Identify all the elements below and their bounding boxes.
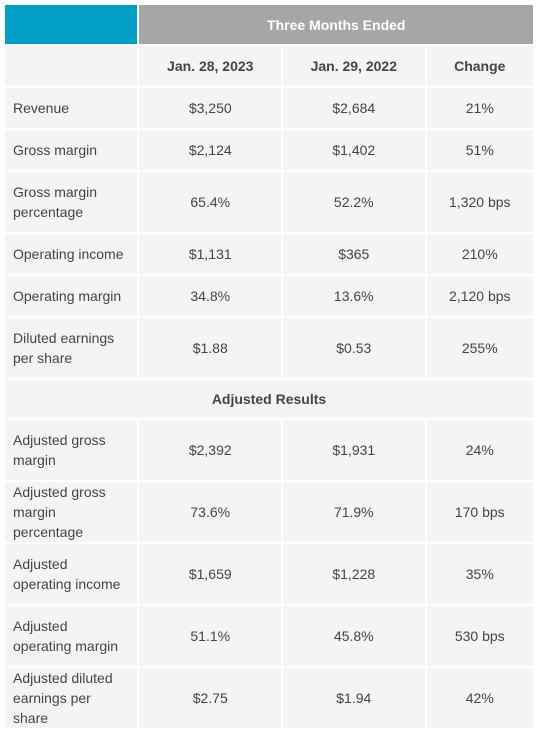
table-row: Operating margin 34.8% 13.6% 2,120 bps: [5, 276, 533, 316]
value-cell: $2.75: [139, 668, 282, 728]
value-cell: $1.88: [139, 318, 282, 378]
value-cell: $1.94: [283, 668, 425, 728]
value-cell: $3,250: [139, 88, 282, 128]
value-cell: 42%: [426, 668, 533, 728]
table-row: Adjusted gross margin $2,392 $1,931 24%: [5, 420, 533, 480]
value-cell: 210%: [426, 234, 533, 274]
value-cell: $1,659: [139, 544, 282, 604]
value-cell: $365: [283, 234, 425, 274]
table-row: Adjusted gross margin percentage 73.6% 71.…: [5, 482, 533, 542]
value-cell: $2,124: [139, 130, 282, 170]
table-body: Three Months Ended Jan. 28, 2023 Jan. 29, …: [5, 5, 533, 728]
value-cell: $1,931: [283, 420, 425, 480]
group-header: Three Months Ended: [139, 5, 533, 44]
table-row: Adjusted operating income $1,659 $1,228 35%: [5, 544, 533, 604]
results-table: Three Months Ended Jan. 28, 2023 Jan. 29, …: [3, 3, 535, 730]
value-cell: 51.1%: [139, 606, 282, 666]
page: {"table": { "group_header": "Three Month…: [0, 3, 538, 742]
value-cell: $1,228: [283, 544, 425, 604]
row-label: Gross margin percentage: [5, 172, 138, 232]
value-cell: 35%: [426, 544, 533, 604]
table-row: Three Months Ended: [5, 5, 533, 44]
value-cell: 21%: [426, 88, 533, 128]
value-cell: 255%: [426, 318, 533, 378]
value-cell: 2,120 bps: [426, 276, 533, 316]
value-cell: $1,131: [139, 234, 282, 274]
table-row: Adjusted Results: [5, 380, 533, 418]
table-row: Jan. 28, 2023 Jan. 29, 2022 Change: [5, 46, 533, 86]
value-cell: 52.2%: [283, 172, 425, 232]
row-label: Adjusted operating margin: [5, 606, 138, 666]
value-cell: $1,402: [283, 130, 425, 170]
table-row: Revenue $3,250 $2,684 21%: [5, 88, 533, 128]
value-cell: $0.53: [283, 318, 425, 378]
value-cell: 34.8%: [139, 276, 282, 316]
value-cell: 13.6%: [283, 276, 425, 316]
value-cell: 170 bps: [426, 482, 533, 542]
row-label: Operating margin: [5, 276, 138, 316]
row-label: Adjusted diluted earnings per share: [5, 668, 138, 728]
row-label: Adjusted operating income: [5, 544, 138, 604]
column-header: Change: [426, 46, 533, 86]
blank-cell: [5, 46, 138, 86]
row-label: Revenue: [5, 88, 138, 128]
table-row: Gross margin $2,124 $1,402 51%: [5, 130, 533, 170]
table-row: Adjusted diluted earnings per share $2.75…: [5, 668, 533, 728]
value-cell: $2,684: [283, 88, 425, 128]
value-cell: 51%: [426, 130, 533, 170]
row-label: Diluted earnings per share: [5, 318, 138, 378]
value-cell: $2,392: [139, 420, 282, 480]
row-label: Operating income: [5, 234, 138, 274]
value-cell: 24%: [426, 420, 533, 480]
column-header: Jan. 28, 2023: [139, 46, 282, 86]
value-cell: 73.6%: [139, 482, 282, 542]
row-label: Adjusted gross margin percentage: [5, 482, 138, 542]
value-cell: 1,320 bps: [426, 172, 533, 232]
table-row: Gross margin percentage 65.4% 52.2% 1,320 b…: [5, 172, 533, 232]
value-cell: 45.8%: [283, 606, 425, 666]
value-cell: 71.9%: [283, 482, 425, 542]
column-header: Jan. 29, 2022: [283, 46, 425, 86]
table-row: Operating income $1,131 $365 210%: [5, 234, 533, 274]
table-row: Adjusted operating margin 51.1% 45.8% 530 b…: [5, 606, 533, 666]
table-row: Diluted earnings per share $1.88 $0.53 255%: [5, 318, 533, 378]
row-label: Adjusted gross margin: [5, 420, 138, 480]
row-label: Gross margin: [5, 130, 138, 170]
value-cell: 65.4%: [139, 172, 282, 232]
section-header: Adjusted Results: [5, 380, 533, 418]
value-cell: 530 bps: [426, 606, 533, 666]
corner: [5, 5, 138, 44]
